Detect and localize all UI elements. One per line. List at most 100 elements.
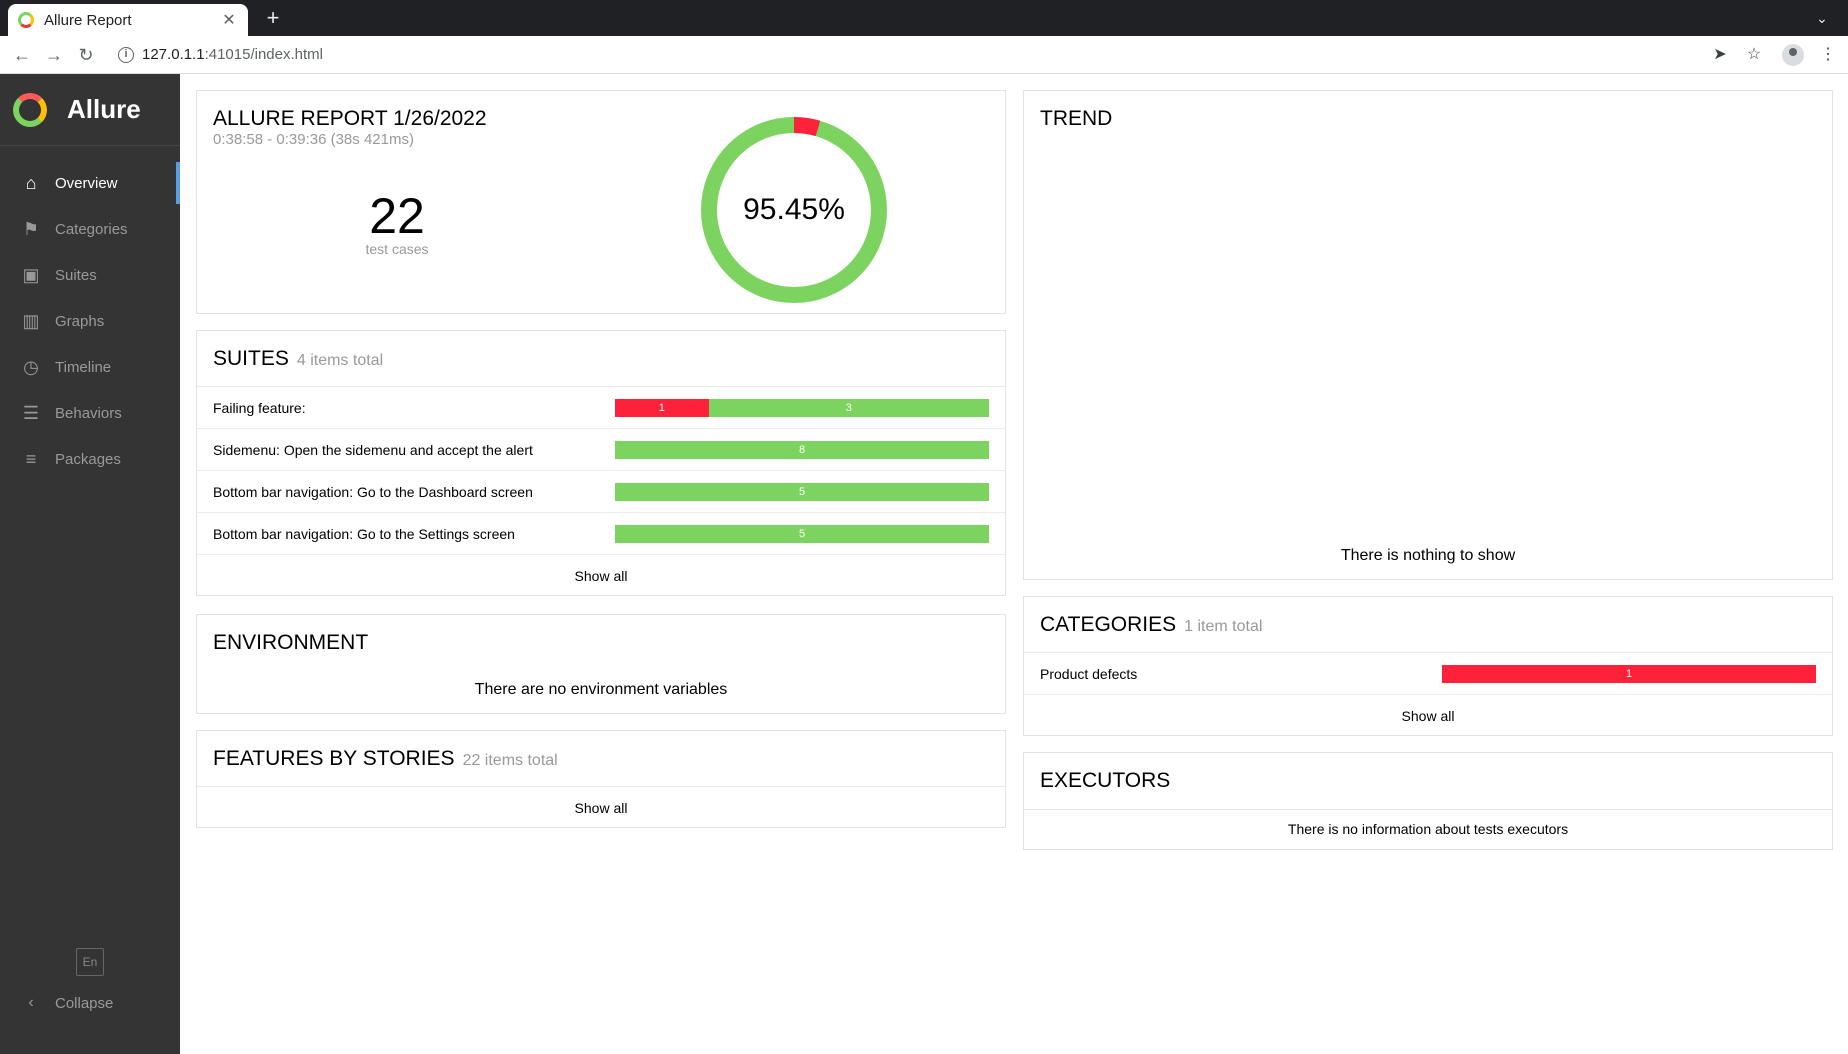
environment-widget: ENVIRONMENT There are no environment var… [196,614,1006,714]
executors-empty-message: There is no information about tests exec… [1287,821,1569,837]
sidebar-item-packages[interactable]: ≡ Packages [0,436,180,482]
suites-title: SUITES [213,347,289,370]
passed-segment: 5 [615,483,989,501]
brand-name: Allure [67,94,141,124]
status-bar: 8 [615,441,989,459]
suites-count: 4 items total [296,352,384,369]
chevron-left-icon: ‹ [28,994,34,1011]
home-icon: ⌂ [25,173,37,193]
status-bar: 5 [615,483,989,501]
categories-show-all-link[interactable]: Show all [1401,708,1455,724]
row-name: Bottom bar navigation: Go to the Dashboa… [213,483,533,500]
categories-header: CATEGORIES 1 item total [1024,597,1832,653]
summary-widget: ALLURE REPORT 1/26/2022 0:38:58 - 0:39:3… [196,90,1006,314]
close-tab-icon[interactable]: ✕ [222,12,236,29]
sidebar-item-suites[interactable]: ▣ Suites [0,252,180,298]
status-bar: 5 [615,525,989,543]
passed-segment: 8 [615,441,989,459]
environment-empty-message: There are no environment variables [474,681,728,698]
test-case-count: 22 [369,188,425,244]
table-row[interactable]: Bottom bar navigation: Go to the Dashboa… [197,471,1005,513]
sidebar-item-label: Packages [55,450,121,468]
status-bar: 1 [1442,665,1816,683]
flag-icon: ⚑ [22,219,40,239]
donut-failed-arc [701,117,887,303]
passed-segment: 3 [708,399,989,417]
categories-title: CATEGORIES [1040,613,1177,636]
sidebar: Allure ⌂ Overview ⚑ Categories ▣ Suites ▥ Graph… [0,74,180,1054]
collapse-label: Collapse [55,994,114,1012]
sidebar-item-label: Behaviors [55,404,122,422]
report-duration: 0:38:58 - 0:39:36 (38s 421ms) [213,131,414,148]
features-title: FEATURES BY STORIES [213,747,455,770]
align-left-icon: ≡ [25,449,37,469]
sidebar-item-timeline[interactable]: ◷ Timeline [0,344,180,390]
suites-header: SUITES 4 items total [197,331,1005,387]
url-path: :41015/index.html [204,46,323,63]
categories-widget: CATEGORIES 1 item total Product defects 1… [1023,596,1833,736]
executors-title: EXECUTORS [1040,769,1171,792]
collapse-button[interactable]: ‹ Collapse [0,980,180,1026]
row-name: Product defects [1040,665,1138,682]
address-bar: ← → ↻ i 127.0.1.1:41015/index.html ➤ ☆ ⋮ [0,36,1848,74]
pass-rate-percent: 95.45% [743,193,845,226]
table-row[interactable]: Bottom bar navigation: Go to the Setting… [197,513,1005,555]
site-info-icon[interactable]: i [118,47,134,63]
passed-segment: 5 [615,525,989,543]
executors-widget: EXECUTORS There is no information about … [1023,752,1833,850]
send-icon[interactable]: ➤ [1713,46,1727,63]
row-name: Sidemenu: Open the sidemenu and accept t… [213,441,533,458]
bookmark-star-icon[interactable]: ☆ [1746,46,1762,63]
browser-tab-strip: Allure Report ✕ + ⌄ [0,0,1848,36]
url-host: 127.0.1.1 [142,46,205,63]
new-tab-icon[interactable]: + [266,5,280,30]
features-header: FEATURES BY STORIES 22 items total [197,731,1005,787]
sidebar-item-label: Suites [55,266,97,284]
bar-chart-icon: ▥ [22,311,40,331]
categories-count: 1 item total [1184,618,1263,635]
row-name: Bottom bar navigation: Go to the Setting… [213,525,515,542]
list-icon: ☰ [22,403,40,423]
table-row[interactable]: Sidemenu: Open the sidemenu and accept t… [197,429,1005,471]
language-button[interactable]: En [76,948,104,976]
row-name: Failing feature: [213,399,306,416]
test-case-count-label: test cases [365,241,429,257]
sidebar-item-label: Timeline [55,358,112,376]
sidebar-menu: ⌂ Overview ⚑ Categories ▣ Suites ▥ Graphs ◷ Timel… [0,160,180,482]
executors-divider [1024,809,1832,810]
profile-avatar-icon[interactable] [1782,44,1804,66]
brand[interactable]: Allure [0,74,180,146]
features-show-all-link[interactable]: Show all [574,800,628,816]
sidebar-item-label: Graphs [55,312,105,330]
tab-title: Allure Report [44,11,132,29]
clock-icon: ◷ [23,357,39,377]
failed-segment: 1 [1442,665,1816,683]
features-count: 22 items total [462,752,558,769]
sidebar-item-graphs[interactable]: ▥ Graphs [0,298,180,344]
report-title: ALLURE REPORT 1/26/2022 [213,107,487,130]
allure-logo-icon [13,92,47,127]
table-row[interactable]: Failing feature: 1 3 [197,387,1005,429]
sidebar-item-behaviors[interactable]: ☰ Behaviors [0,390,180,436]
suites-show-all-link[interactable]: Show all [574,568,628,584]
main-content: ALLURE REPORT 1/26/2022 0:38:58 - 0:39:3… [180,74,1848,1054]
suites-widget: SUITES 4 items total Failing feature: 1 3 S… [196,330,1006,596]
browser-menu-icon[interactable]: ⋮ [1820,46,1836,63]
sidebar-item-overview[interactable]: ⌂ Overview [0,160,180,206]
sidebar-item-categories[interactable]: ⚑ Categories [0,206,180,252]
trend-widget: TREND There is nothing to show [1023,90,1833,580]
environment-title: ENVIRONMENT [213,631,369,654]
sidebar-item-label: Overview [55,174,118,192]
table-row[interactable]: Product defects 1 [1024,653,1832,695]
tab-search-icon[interactable]: ⌄ [1816,10,1828,26]
reload-icon[interactable]: ↻ [78,45,94,65]
back-icon[interactable]: ← [13,45,31,65]
pass-rate-donut[interactable] [699,115,889,305]
url-field[interactable]: 127.0.1.1:41015/index.html [142,46,323,63]
allure-favicon-icon [18,12,34,28]
forward-icon[interactable]: → [45,45,63,65]
browser-tab[interactable]: Allure Report ✕ [8,4,248,36]
briefcase-icon: ▣ [22,265,40,285]
features-by-stories-widget: FEATURES BY STORIES 22 items total Show … [196,730,1006,828]
